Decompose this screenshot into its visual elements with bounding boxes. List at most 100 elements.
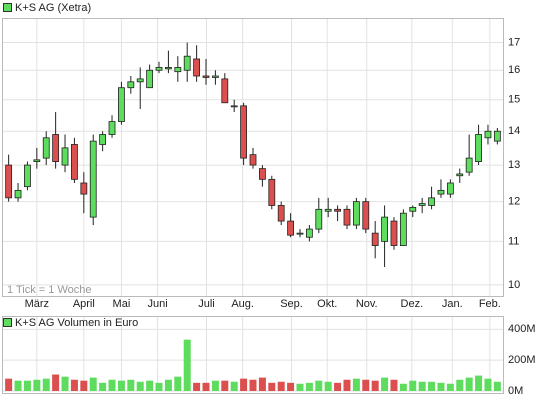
candle-body [183,55,191,71]
volume-bar [334,382,342,391]
volume-bar [249,379,257,391]
candle-body [193,58,201,77]
candle-body [409,206,417,212]
volume-bar [381,377,389,391]
legend-label: K+S AG Volumen in Euro [15,317,138,329]
candle-body [89,140,97,218]
volume-bar [287,382,295,391]
candle-body [390,220,398,246]
y-tick-label: 17 [508,36,520,48]
y-tick-label: 10 [508,279,520,291]
candle-body [456,173,464,177]
x-tick-label: Aug. [231,298,254,310]
volume-bar [80,380,88,391]
volume-bar [14,380,22,391]
volume-frame [2,316,504,394]
candle-body [146,69,154,89]
volume-bar [324,381,332,391]
candle-body [61,147,69,166]
volume-bar [371,380,379,391]
candle-body [33,159,41,162]
candle-body [418,203,426,206]
candle-body [465,157,473,173]
volume-bar [418,381,426,391]
volume-bar [42,378,50,391]
volume-bar [277,381,285,391]
candle-body [352,201,360,226]
volume-bar [99,382,107,391]
candle-body [230,105,238,108]
volume-bar [437,382,445,391]
volume-bar [305,382,313,391]
candle-body [258,168,266,180]
y-tick-label: 13 [508,159,520,171]
volume-bar [258,377,266,391]
volume-bar [399,383,407,391]
candle-body [475,134,482,162]
legend-label: K+S AG (Xetra) [15,2,91,14]
candle-body [305,228,313,238]
candle-body [249,154,257,166]
candle-body [99,134,107,145]
volume-bar [343,379,351,391]
volume-bar [146,380,154,391]
volume-bar [136,381,144,391]
candle-body [174,67,182,73]
x-tick-label: Okt. [317,298,337,310]
candle-body [5,164,13,199]
candle-body [268,178,276,206]
volume-bar [428,381,436,391]
candle-body [437,189,445,195]
candle-body [221,78,229,104]
candle-body [24,164,31,188]
candle-body [287,220,294,236]
candle-body [428,197,435,206]
volume-bar [315,380,323,391]
volume-bar [390,379,398,391]
x-tick-label: Mai [113,298,131,310]
candle-body [127,81,135,89]
candle-body [334,208,341,212]
candle-body [108,121,116,135]
candle-body [362,201,370,230]
candle-body [118,87,125,122]
candle-body [202,75,210,78]
price-frame [2,18,504,297]
volume-bar [155,382,163,391]
volume-bar [127,379,135,391]
legend-swatch [3,318,12,327]
candle-body [343,208,351,226]
volume-bar [446,383,454,391]
volume-bar [362,379,370,391]
volume-bar [5,378,13,391]
volume-bar [456,379,464,391]
candle-body [484,130,492,139]
volume-bar [174,376,182,391]
interval-note: 1 Tick = 1 Woche [7,284,91,296]
candle-body [371,232,379,246]
volume-bar [352,378,360,391]
candle-body [136,78,144,83]
volume-bar [296,383,304,391]
legend-swatch [3,3,12,12]
volume-bar [230,381,238,391]
x-tick-label: Juli [198,298,215,310]
candle-body [14,189,22,199]
volume-bar [183,339,191,391]
candle-body [324,208,332,212]
volume-bar [89,377,97,391]
x-tick-label: Dez. [401,298,424,310]
x-tick-label: Juni [148,298,168,310]
candle-body [277,205,285,222]
volume-bar [164,379,172,391]
candle-body [296,232,304,235]
volume-bar [240,378,248,391]
x-tick-label: Sep. [280,298,303,310]
candle-body [42,137,50,159]
volume-bar [117,380,125,391]
candle-body [165,67,172,70]
y-tick-label: 200M [508,354,536,366]
x-tick-label: Jan. [442,298,463,310]
volume-bar [221,380,229,391]
